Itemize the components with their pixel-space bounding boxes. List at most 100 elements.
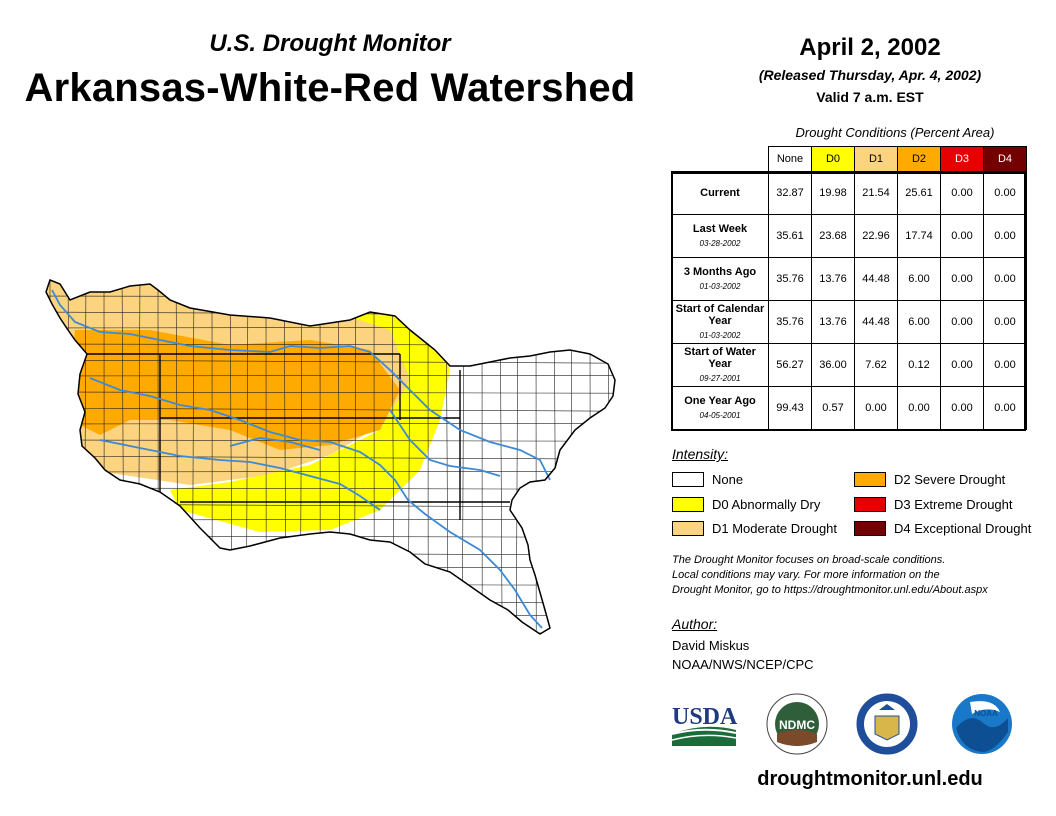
legend-item-none: None (672, 472, 743, 487)
website-link[interactable]: droughtmonitor.unl.edu (757, 768, 983, 790)
col-header-d4: D4 (983, 146, 1027, 172)
note-line: Drought Monitor, go to https://droughtmo… (672, 584, 988, 596)
row-label: Start of Water Year 09-27-2001 (671, 343, 769, 387)
table-cell: 0.00 (897, 386, 941, 430)
table-cell: 17.74 (897, 214, 941, 258)
legend-item-d1: D1 Moderate Drought (672, 521, 837, 536)
table-cell: 36.00 (811, 343, 855, 387)
table-cell: 0.12 (897, 343, 941, 387)
row-date: 01-03-2002 (699, 281, 741, 291)
row-label-text: Last Week (692, 222, 748, 235)
legend-item-d0: D0 Abnormally Dry (672, 497, 820, 512)
table-cell: 0.00 (940, 214, 984, 258)
noaa-logo: NOAA (952, 694, 1012, 754)
table-cell: 32.87 (768, 171, 812, 215)
note-line: The Drought Monitor focuses on broad-sca… (672, 554, 946, 566)
table-cell: 22.96 (854, 214, 898, 258)
usda-logo: USDA (671, 704, 738, 746)
table-cell: 56.27 (768, 343, 812, 387)
table-cell: 19.98 (811, 171, 855, 215)
table-cell: 44.48 (854, 257, 898, 301)
release-date: (Released Thursday, Apr. 4, 2002) (758, 67, 982, 83)
table-cell: 0.00 (940, 386, 984, 430)
legend-item-d3: D3 Extreme Drought (854, 497, 1013, 512)
legend-swatch (854, 497, 886, 512)
legend-swatch (672, 497, 704, 512)
legend-swatch (854, 472, 886, 487)
legend-item-d4: D4 Exceptional Drought (854, 521, 1031, 536)
table-row: 3 Months Ago 01-03-2002 35.76 13.76 44.48 6.0… (671, 257, 1027, 301)
table-cell: 0.00 (940, 300, 984, 344)
row-date: 04-05-2001 (699, 410, 741, 420)
table-caption: Drought Conditions (Percent Area) (795, 125, 995, 140)
row-date: 09-27-2001 (699, 373, 741, 383)
ndmc-text: NDMC (779, 718, 815, 732)
table-row: Start of Water Year 09-27-2001 56.27 36.00 7… (671, 343, 1027, 387)
table-cell: 0.00 (940, 257, 984, 301)
table-cell: 6.00 (897, 257, 941, 301)
row-label: Last Week 03-28-2002 (671, 214, 769, 258)
legend-swatch (854, 521, 886, 536)
legend-label: D2 Severe Drought (894, 472, 1006, 487)
table-row: Current 32.87 19.98 21.54 25.61 0.00 0.00 (671, 171, 1027, 215)
table-cell: 0.00 (940, 171, 984, 215)
row-label-text: 3 Months Ago (683, 265, 757, 278)
table-cell: 35.61 (768, 214, 812, 258)
d2-region (70, 330, 400, 450)
col-header-d2: D2 (897, 146, 941, 172)
drought-conditions-table: None D0 D1 D2 D3 D4 Current 32.87 19.98 21.… (671, 146, 1027, 430)
commerce-seal (856, 693, 918, 755)
valid-time: Valid 7 a.m. EST (816, 89, 924, 105)
row-label-text: One Year Ago (684, 394, 756, 407)
note-line: Local conditions may vary. For more info… (672, 569, 940, 581)
table-cell: 0.00 (983, 300, 1027, 344)
drought-map (45, 279, 616, 635)
legend-label: D1 Moderate Drought (712, 521, 838, 536)
table-row: One Year Ago 04-05-2001 99.43 0.57 0.00 0.00 0… (671, 386, 1027, 430)
row-label-text: Current (700, 187, 740, 199)
row-label: One Year Ago 04-05-2001 (671, 386, 769, 430)
table-cell: 0.00 (940, 343, 984, 387)
legend-label: D0 Abnormally Dry (712, 497, 821, 512)
state-boundaries (85, 353, 510, 520)
rivers (51, 289, 551, 629)
legend-swatch (672, 472, 704, 487)
row-date: 03-28-2002 (699, 238, 741, 248)
usda-text: USDA (672, 704, 738, 730)
noaa-text: NOAA (974, 709, 998, 718)
map-date: April 2, 2002 (799, 34, 941, 61)
ndmc-logo: NDMC (766, 693, 828, 755)
row-label-text: Start of Water Year (684, 345, 756, 370)
table-cell: 0.57 (811, 386, 855, 430)
row-label: 3 Months Ago 01-03-2002 (671, 257, 769, 301)
legend-item-d2: D2 Severe Drought (854, 472, 1005, 487)
row-date: 01-03-2002 (699, 330, 741, 340)
col-header-none: None (768, 146, 812, 172)
table-corner (671, 146, 769, 172)
author-org: NOAA/NWS/NCEP/CPC (672, 657, 814, 672)
legend-title: Intensity: (672, 446, 729, 462)
table-cell: 13.76 (811, 257, 855, 301)
table-cell: 25.61 (897, 171, 941, 215)
table-cell: 0.00 (983, 257, 1027, 301)
table-cell: 44.48 (854, 300, 898, 344)
table-row: Last Week 03-28-2002 35.61 23.68 22.96 17.74 0… (671, 214, 1027, 258)
row-label-text: Start of Calendar Year (675, 302, 765, 327)
legend-label: D3 Extreme Drought (894, 497, 1013, 512)
table-cell: 99.43 (768, 386, 812, 430)
table-cell: 0.00 (854, 386, 898, 430)
row-label: Current (671, 171, 769, 215)
author-name: David Miskus (672, 638, 750, 653)
table-cell: 0.00 (983, 386, 1027, 430)
col-header-d1: D1 (854, 146, 898, 172)
table-cell: 35.76 (768, 257, 812, 301)
table-cell: 0.00 (983, 171, 1027, 215)
table-cell: 13.76 (811, 300, 855, 344)
legend-label: D4 Exceptional Drought (894, 521, 1032, 536)
basin-outline (45, 279, 616, 635)
table-cell: 23.68 (811, 214, 855, 258)
table-cell: 0.00 (983, 214, 1027, 258)
legend-swatch (672, 521, 704, 536)
table-row: Start of Calendar Year 01-03-2002 35.76 13.… (671, 300, 1027, 344)
author-title: Author: (672, 616, 718, 632)
